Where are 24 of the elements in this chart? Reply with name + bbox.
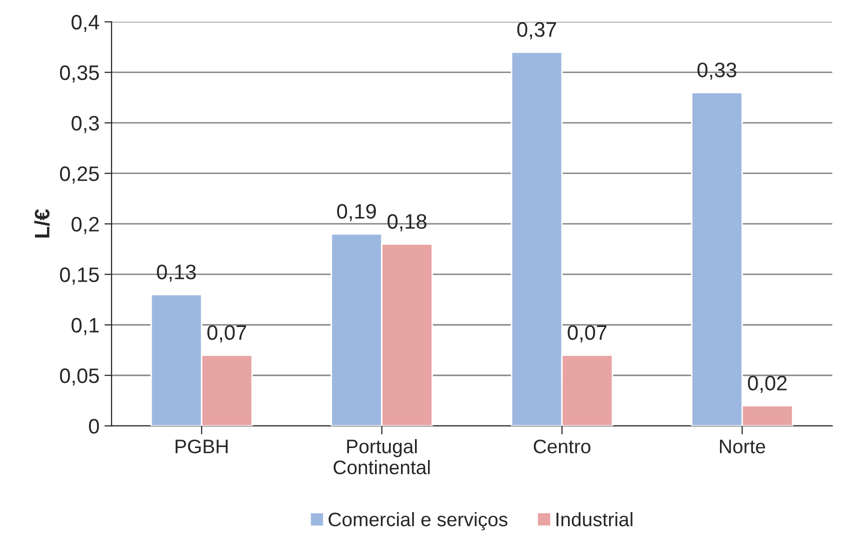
y-tick-label: 0,4	[72, 14, 100, 32]
y-tick-label: 0,1	[72, 318, 99, 336]
y-tick-label: 0,2	[72, 216, 99, 234]
legend-label: Comercial e serviços	[328, 512, 508, 530]
x-tick-label: Centro	[534, 440, 590, 454]
x-tick-label: PGBH	[176, 440, 228, 454]
y-axis-title: L/€	[34, 209, 50, 238]
y-tick-label: 0	[88, 418, 99, 434]
data-label: 0,07	[568, 325, 606, 342]
x-tick-label: Norte	[720, 440, 766, 454]
data-label: 0,07	[207, 325, 246, 342]
legend-label: Industrial	[556, 512, 632, 526]
data-label: 0,18	[388, 214, 426, 232]
y-tick-label: 0,25	[60, 166, 99, 184]
y-tick-label: 0,15	[60, 267, 99, 285]
data-label: 0,33	[697, 62, 736, 80]
x-tick-label: Portugal Continental	[334, 439, 430, 474]
data-label: 0,37	[517, 22, 556, 40]
y-tick-label: 0,3	[72, 116, 99, 134]
data-label: 0,19	[337, 204, 376, 222]
y-tick-label: 0,35	[60, 65, 99, 83]
y-tick-label: 0,05	[60, 368, 99, 386]
data-label: 0,13	[156, 264, 196, 282]
data-label: 0,02	[748, 376, 787, 393]
